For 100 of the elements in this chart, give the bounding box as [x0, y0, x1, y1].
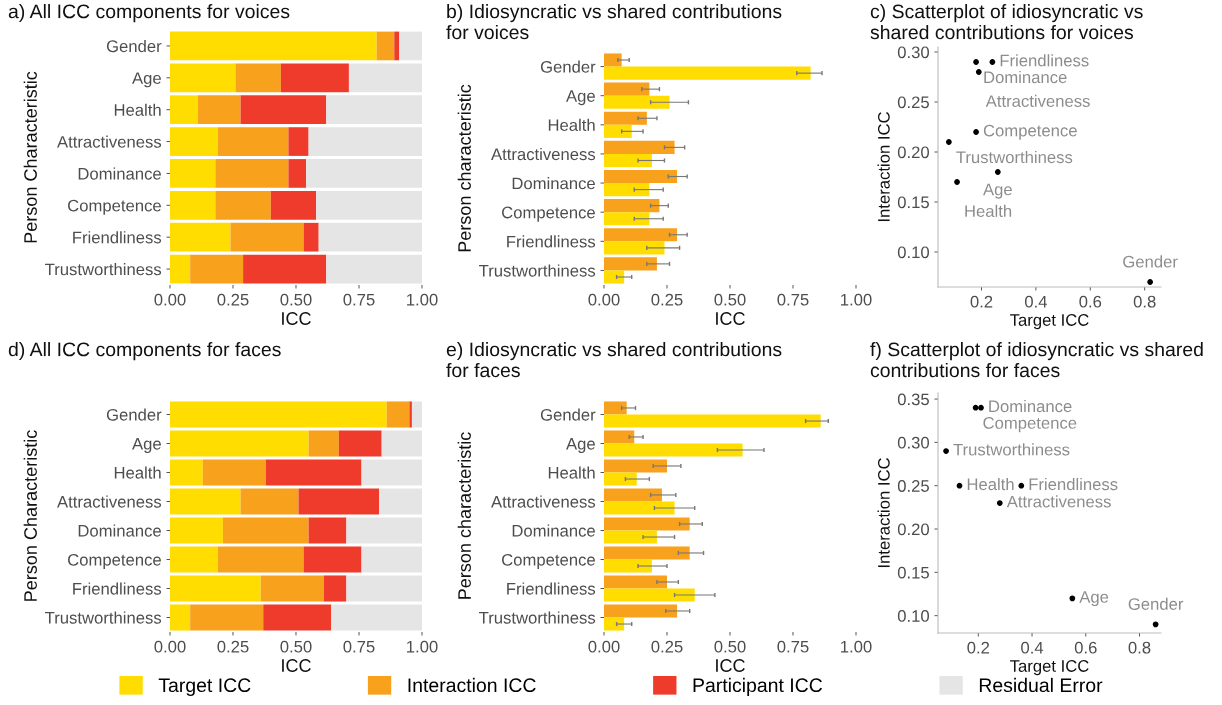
x-tick-label: 1.00 [407, 640, 438, 653]
x-axis-title: ICC [282, 659, 311, 672]
bar [170, 488, 241, 515]
bar [298, 488, 380, 515]
chart-title: d) All ICC components for faces [8, 342, 281, 361]
x-tick-label: 0.75 [777, 293, 809, 306]
point [989, 59, 996, 65]
y-tick-label: Competence [68, 199, 161, 215]
x-axis-title: ICC [716, 312, 745, 325]
y-tick-label: Trustworthiness [479, 611, 596, 624]
bar [361, 546, 422, 573]
bar [326, 254, 422, 284]
point [996, 500, 1003, 506]
bar [316, 190, 422, 220]
x-tick-label: 0.00 [588, 293, 620, 306]
point [956, 482, 963, 489]
y-tick-label: Trustworthiness [45, 263, 162, 276]
bar [170, 546, 218, 573]
bar [604, 472, 637, 486]
bar [604, 270, 625, 284]
y-tick-label: Dominance [512, 177, 595, 190]
x-tick-label: 0.00 [154, 293, 186, 306]
y-tick-label: 0.15 [897, 566, 929, 579]
bar [604, 430, 635, 444]
x-tick-label: 0.25 [217, 293, 249, 306]
bar [265, 459, 362, 486]
y-tick-label: Age [566, 438, 595, 453]
x-tick-label: 0.75 [777, 640, 809, 653]
bar [376, 31, 395, 61]
y-tick-label: Competence [502, 206, 595, 222]
bar [288, 127, 309, 156]
bar [604, 66, 811, 80]
annotation: Health [967, 477, 1014, 491]
bar [604, 530, 657, 544]
bar [386, 401, 410, 428]
bar [604, 95, 670, 109]
y-tick-label: Dominance [512, 524, 595, 537]
bar [170, 459, 203, 486]
bar [604, 488, 662, 502]
bar [170, 222, 231, 252]
bar [604, 124, 632, 138]
y-tick-label: Health [548, 118, 595, 132]
bar [260, 575, 324, 602]
point [1152, 621, 1159, 628]
annotation: Competence [983, 417, 1077, 433]
bar [288, 159, 307, 188]
point [1018, 482, 1025, 489]
y-axis-title: Interaction ICC [877, 112, 890, 222]
x-tick-label: 0.8 [1133, 295, 1156, 308]
x-tick-label: 0.75 [343, 293, 375, 306]
bar [346, 517, 422, 544]
bar [604, 588, 695, 602]
y-tick-label: 0.25 [897, 480, 929, 492]
x-tick-label: 0.8 [1128, 641, 1151, 654]
y-tick-label: 0.20 [897, 146, 930, 159]
annotation: Gender [1128, 597, 1184, 610]
bar [270, 190, 317, 220]
y-tick-label: 0.25 [897, 96, 929, 109]
bar [604, 559, 652, 573]
point [972, 404, 979, 411]
bar [170, 254, 191, 284]
x-tick-label: 0.4 [1021, 641, 1044, 654]
bar [604, 153, 652, 168]
bar [222, 517, 309, 544]
legend-label: Target ICC [158, 678, 251, 696]
bar [230, 222, 304, 252]
y-tick-label: Gender [106, 408, 162, 421]
bar [361, 459, 422, 486]
y-tick-label: 0.35 [897, 393, 929, 406]
bar [202, 459, 266, 486]
bar [240, 95, 327, 125]
y-tick-label: 0.10 [897, 246, 930, 259]
bar [346, 575, 422, 602]
bar [604, 443, 743, 457]
bar [243, 254, 327, 284]
bar [604, 82, 650, 96]
x-tick-label: 0.25 [217, 640, 249, 653]
point [943, 448, 949, 454]
annotation: Attractiveness [1006, 495, 1111, 508]
bar [604, 169, 678, 184]
bar [170, 159, 216, 188]
bar [303, 546, 362, 573]
legend-label: Participant ICC [693, 677, 823, 696]
bar [263, 604, 332, 631]
x-tick-label: 0.75 [343, 640, 375, 653]
bar [190, 604, 264, 631]
x-axis-title: ICC [282, 312, 311, 325]
annotation: Attractiveness [985, 94, 1090, 108]
bar [217, 127, 289, 156]
annotation: Dominance [984, 70, 1067, 84]
y-tick-label: Age [132, 438, 161, 453]
point [1069, 595, 1076, 602]
y-tick-label: Gender [106, 39, 162, 53]
bar [604, 517, 690, 531]
bar [308, 517, 347, 544]
annotation: Health [965, 204, 1012, 218]
bar [318, 222, 422, 252]
bar [604, 140, 675, 154]
point [975, 69, 982, 75]
annotation: Competence [983, 124, 1077, 140]
